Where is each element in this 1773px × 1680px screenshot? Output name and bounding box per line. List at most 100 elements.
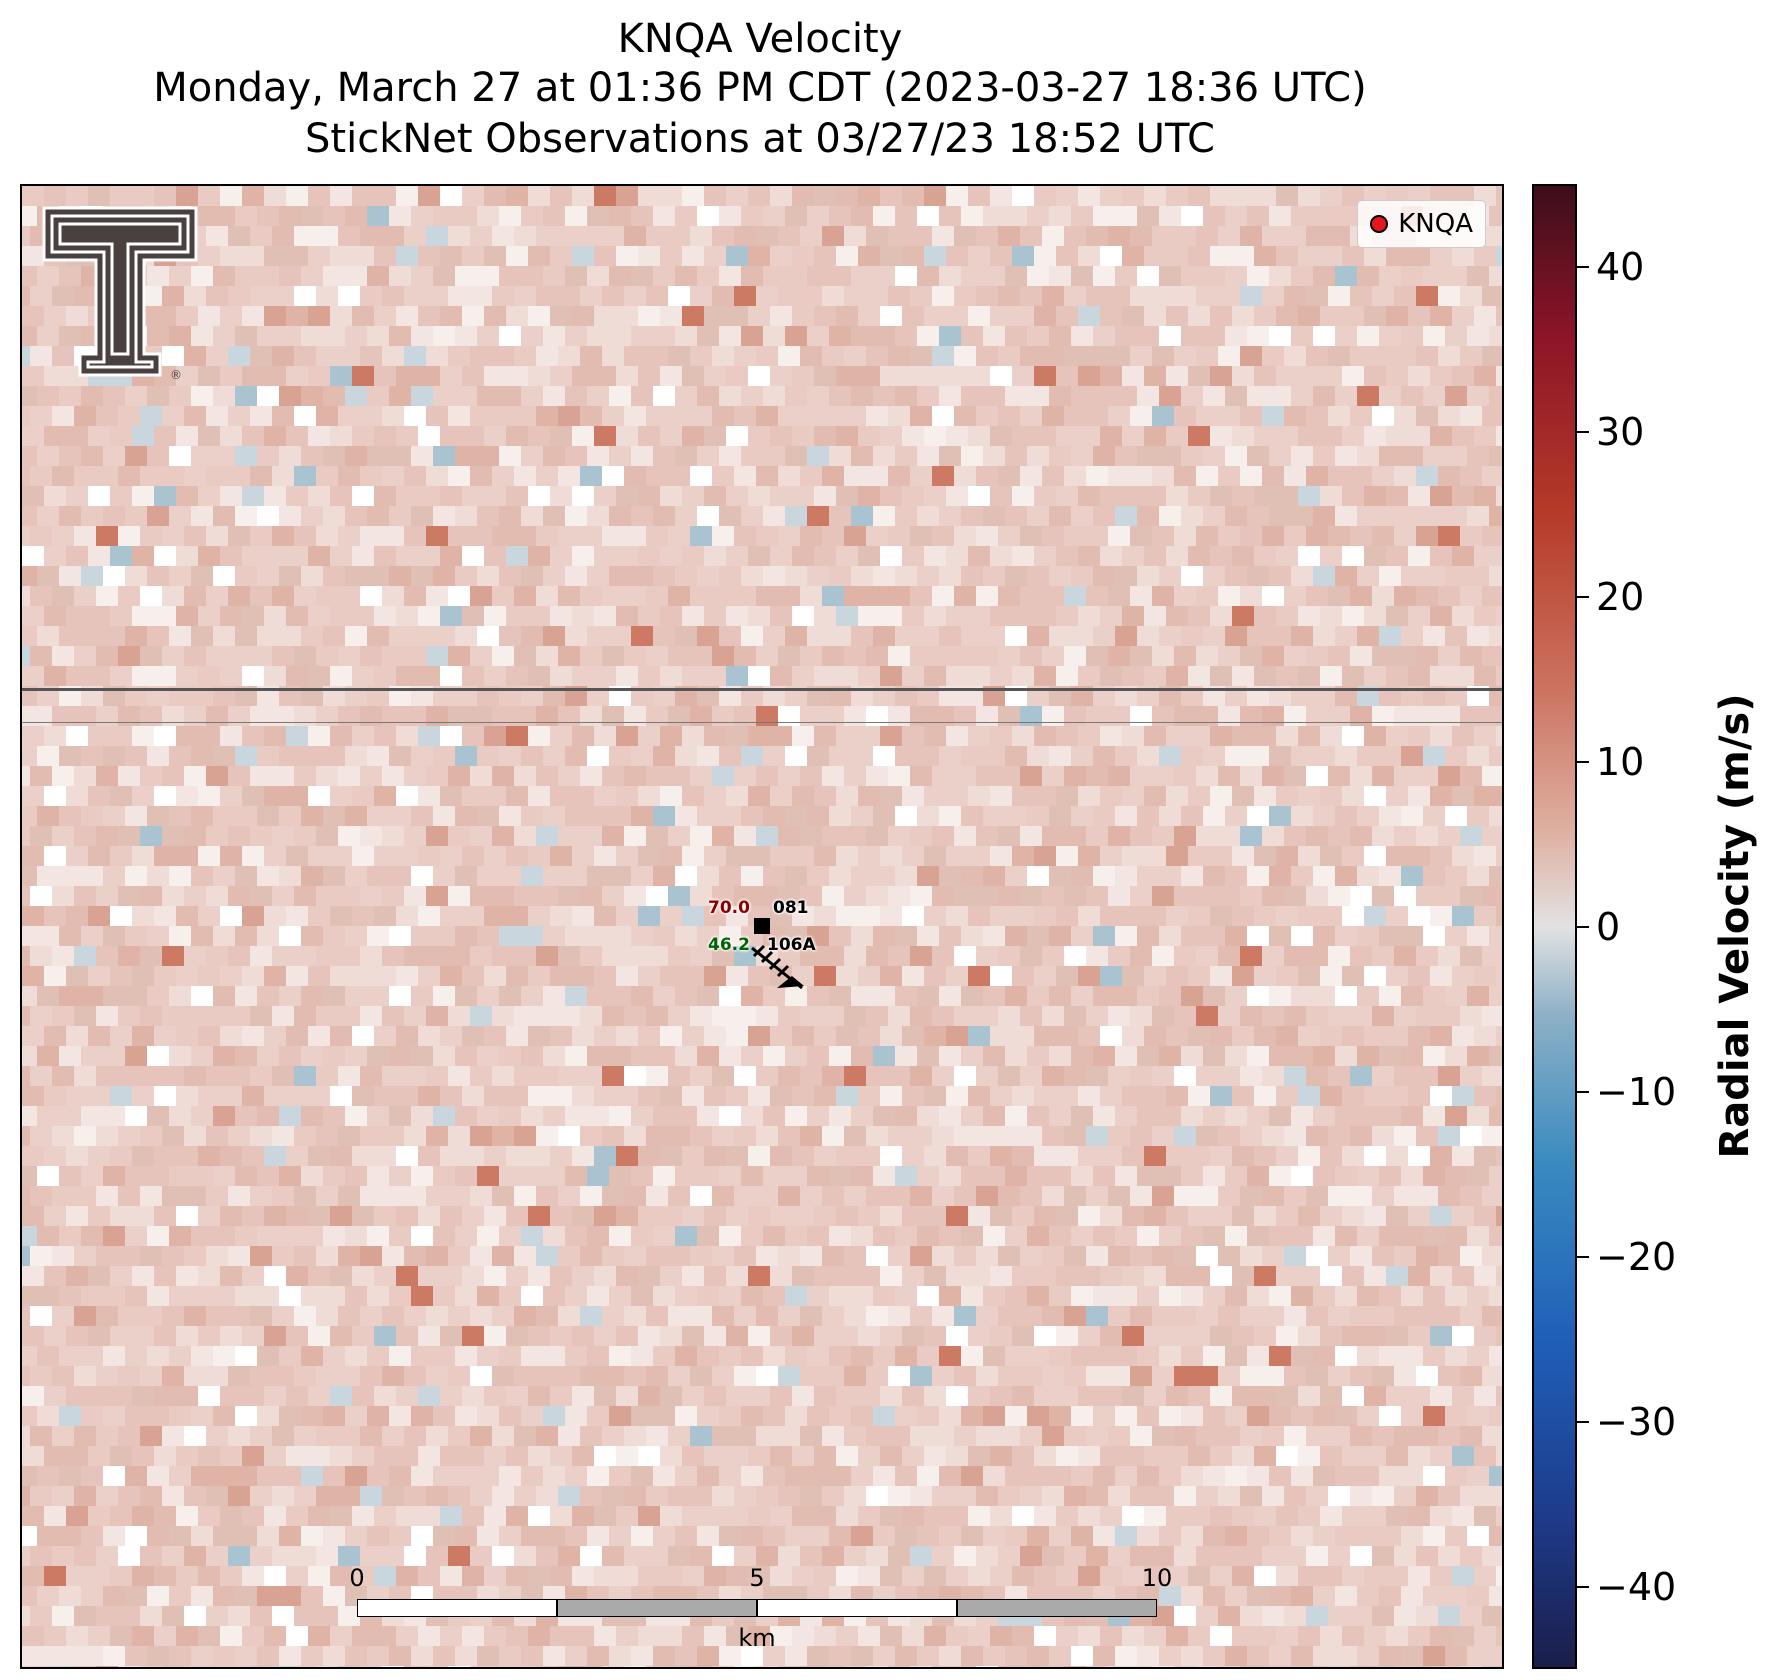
radar-gate: [1027, 1166, 1049, 1186]
radar-gate: [1225, 926, 1247, 946]
radar-gate: [1005, 206, 1027, 226]
radar-gate: [800, 1066, 822, 1086]
radar-gate: [1474, 1026, 1496, 1046]
radar-gate: [726, 1086, 748, 1106]
radar-gate: [1298, 1026, 1320, 1046]
radar-gate: [888, 706, 910, 726]
radar-gate: [132, 1506, 154, 1526]
radar-gate: [154, 546, 176, 566]
radar-gate: [396, 846, 418, 866]
radar-gate: [668, 766, 690, 786]
radar-gate: [448, 1246, 470, 1266]
radar-gate: [1027, 1226, 1049, 1246]
radar-gate: [565, 1646, 587, 1666]
radar-gate: [1276, 1146, 1298, 1166]
radar-gate: [1240, 1546, 1262, 1566]
radar-gate: [59, 1526, 81, 1546]
radar-gate: [880, 1326, 902, 1346]
radar-gate: [1174, 586, 1196, 606]
radar-gate: [22, 1586, 37, 1606]
radar-gate: [998, 1066, 1020, 1086]
radar-gate: [1042, 286, 1064, 306]
radar-gate: [330, 366, 352, 386]
radar-gate: [1027, 746, 1049, 766]
radar-gate: [455, 926, 477, 946]
radar-gate: [609, 386, 631, 406]
radar-gate: [1100, 1626, 1122, 1646]
radar-gate: [1188, 1086, 1210, 1106]
radar-gate: [1298, 1206, 1320, 1226]
radar-gate: [220, 786, 242, 806]
radar-gate: [998, 886, 1020, 906]
radar-gate: [484, 1566, 506, 1586]
radar-gate: [81, 746, 103, 766]
radar-gate: [118, 1246, 140, 1266]
radar-gate: [382, 1546, 404, 1566]
radar-gate: [88, 1326, 110, 1346]
radar-gate: [954, 526, 976, 546]
radar-gate: [1269, 806, 1291, 826]
radar-gate: [734, 1546, 756, 1566]
radar-gate: [697, 1226, 719, 1246]
radar-gate: [1144, 1206, 1166, 1226]
radar-gate: [646, 1186, 668, 1206]
radar-gate: [800, 1426, 822, 1446]
radar-gate: [514, 1066, 536, 1086]
radar-gate: [81, 1106, 103, 1126]
radar-gate: [609, 1106, 631, 1126]
radar-gate: [1056, 1326, 1078, 1346]
radar-gate: [1350, 946, 1372, 966]
radar-gate: [558, 1546, 580, 1566]
radar-gate: [1218, 286, 1240, 306]
radar-gate: [1159, 1046, 1181, 1066]
radar-gate: [272, 1306, 294, 1326]
radar-gate: [550, 186, 572, 206]
radar-gate: [44, 486, 66, 506]
radar-gate: [389, 806, 411, 826]
radar-gate: [323, 986, 345, 1006]
radar-gate: [565, 626, 587, 646]
radar-gate: [228, 586, 250, 606]
radar-gate: [932, 526, 954, 546]
radar-gate: [477, 1286, 499, 1306]
radar-gate: [1100, 486, 1122, 506]
radar-gate: [565, 1406, 587, 1426]
radar-gate: [528, 1386, 550, 1406]
radar-gate: [1137, 386, 1159, 406]
radar-gate: [675, 986, 697, 1006]
radar-gate: [411, 446, 433, 466]
radar-gate: [1335, 1046, 1357, 1066]
radar-gate: [1005, 1466, 1027, 1486]
radar-gate: [1262, 1426, 1284, 1446]
radar-gate: [1086, 766, 1108, 786]
radar-gate: [778, 766, 800, 786]
radar-gate: [543, 1226, 565, 1246]
radar-gate: [1130, 346, 1152, 366]
radar-gate: [22, 1606, 30, 1626]
radar-gate: [866, 526, 888, 546]
radar-gate: [844, 346, 866, 366]
radar-gate: [1423, 626, 1445, 646]
radar-gate: [1042, 1186, 1064, 1206]
radar-velocity-map[interactable]: ® KNQA 70.0 081 46.2 106A 0 5 10 km: [20, 184, 1504, 1669]
radar-gate: [646, 346, 668, 366]
radar-gate: [968, 666, 990, 686]
radar-gate: [668, 406, 690, 426]
radar-gate: [301, 746, 323, 766]
radar-gate: [367, 986, 389, 1006]
radar-gate: [1210, 966, 1232, 986]
radar-gate: [1086, 1546, 1108, 1566]
radar-gate: [1357, 1346, 1379, 1366]
radar-gate: [272, 1006, 294, 1026]
radar-gate: [748, 486, 770, 506]
radar-gate: [983, 1286, 1005, 1306]
radar-gate: [1188, 1326, 1210, 1346]
radar-gate: [924, 366, 946, 386]
radar-gate: [1350, 286, 1372, 306]
radar-gate: [1196, 286, 1218, 306]
radar-gate: [1386, 606, 1408, 626]
radar-gate: [396, 546, 418, 566]
radar-gate: [1320, 306, 1342, 326]
radar-gate: [1115, 626, 1137, 646]
radar-gate: [484, 1026, 506, 1046]
